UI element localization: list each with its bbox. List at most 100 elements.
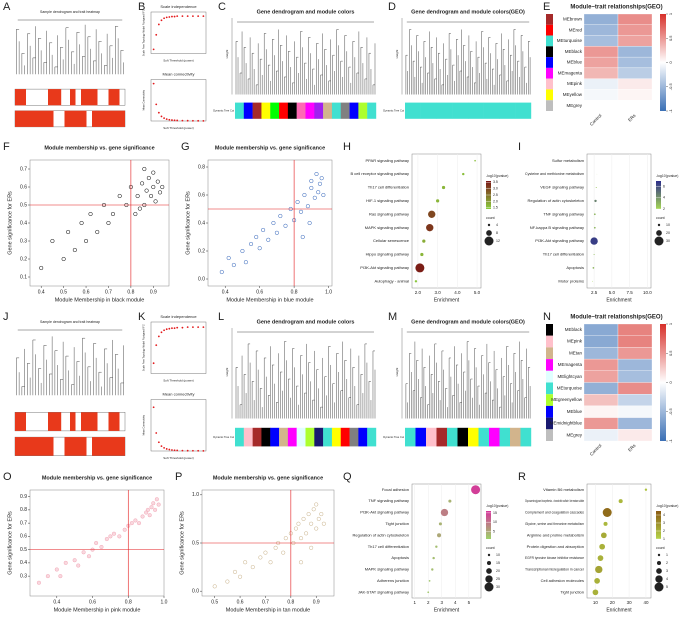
module-swatch — [546, 24, 553, 36]
x-tick-label: 1.0 — [325, 289, 332, 295]
trait-cell — [108, 89, 120, 106]
module-color — [520, 427, 532, 447]
module-color — [478, 427, 490, 447]
category-label: TNF signaling pathway — [368, 498, 409, 503]
panel-title: Sample dendrogram and trait heatmap — [40, 10, 100, 14]
row-label: MEgreenyellow — [551, 397, 583, 402]
panel-letter: K — [138, 311, 146, 323]
colorbar-tick-label: -1 — [668, 108, 673, 112]
y-tick-label: 0.0 — [192, 589, 199, 595]
x-tick-label: 3 — [441, 600, 444, 605]
module-swatch — [546, 14, 553, 25]
category-label: Arginine and proline metabolism — [527, 532, 585, 537]
point — [250, 565, 255, 570]
module-swatch — [546, 382, 553, 395]
point — [306, 512, 311, 517]
dot — [474, 159, 476, 162]
heat-cell — [617, 46, 653, 58]
dendrogram — [235, 21, 376, 95]
x-tick-label: 0.8 — [291, 289, 298, 295]
module-color — [243, 427, 253, 447]
dot — [603, 521, 608, 526]
point — [295, 199, 300, 205]
row-label: MEgrey — [566, 432, 582, 437]
heat-cell — [617, 429, 653, 442]
heat-cell — [583, 78, 619, 90]
point — [258, 555, 263, 560]
y-tick-label: 0.4 — [198, 220, 205, 226]
dendrogram — [405, 331, 531, 419]
x-tick-label: 0.6 — [256, 289, 263, 295]
y-tick-label: 0.6 — [20, 184, 27, 190]
module-color — [331, 427, 341, 447]
panel-title: Module−trait relationships(GEO) — [570, 5, 662, 11]
heat-cell — [617, 67, 653, 79]
plot-frame — [586, 153, 652, 289]
point — [160, 115, 163, 118]
point — [281, 550, 286, 555]
size-legend-label: 20 — [496, 569, 500, 573]
point — [298, 560, 304, 565]
dot — [448, 499, 452, 503]
size-legend-label: 10 — [496, 553, 500, 557]
panel-letter: F — [3, 141, 10, 153]
heat-cell — [617, 56, 653, 69]
point — [111, 531, 117, 536]
heat-cell — [583, 394, 619, 407]
point — [108, 534, 113, 539]
colorbar-tick-label: 1.5 — [493, 206, 498, 210]
panel-letter: J — [3, 311, 9, 323]
module-swatch — [546, 405, 553, 418]
colorbar-tick-label: 1 — [668, 322, 673, 325]
module-swatch — [546, 35, 553, 47]
dot — [594, 199, 597, 203]
strip-label: Dynamic Tree Cut — [383, 108, 404, 112]
dot — [441, 185, 446, 190]
point — [186, 449, 189, 452]
dot — [440, 508, 449, 517]
x-tick-label: 0.8 — [287, 599, 294, 605]
module-swatch — [546, 417, 553, 430]
point — [153, 199, 158, 204]
category-label: Glycosaminoglycan biosynthesis - chondro… — [525, 498, 584, 503]
strip-label: Dynamic Tree Cut — [383, 435, 404, 439]
row-label: MElightcyan — [557, 374, 582, 379]
heat-cell — [583, 370, 619, 383]
panel-title: Gene dendrogram and module colors(GEO) — [411, 319, 525, 325]
heat-cell — [617, 335, 653, 348]
point — [268, 560, 273, 565]
y-axis-label: Gene significance for ERs — [179, 511, 185, 575]
x-tick-label: 0.7 — [262, 599, 269, 605]
heat-cell — [583, 417, 619, 430]
legend-title: -log10(pvalue) — [486, 174, 508, 178]
x-tick-label: 2 — [427, 600, 430, 605]
category-label: Apoptosis — [566, 265, 584, 270]
point — [202, 449, 205, 452]
x-tick-label: 0.4 — [38, 289, 45, 295]
point — [314, 526, 319, 531]
module-color — [252, 427, 262, 447]
heat-cell — [617, 78, 653, 90]
point — [305, 204, 310, 209]
dot — [644, 488, 648, 491]
heat-cell — [583, 347, 619, 360]
x-tick-label: 5.0 — [474, 290, 481, 295]
point — [160, 445, 163, 448]
colorbar-tick-label: 4 — [663, 513, 665, 517]
module-color — [235, 102, 245, 119]
size-legend-label: 2 — [666, 561, 668, 565]
colorbar-tick-label: 2 — [663, 529, 665, 533]
size-legend-label: 4 — [496, 223, 498, 227]
heat-cell — [583, 67, 619, 79]
subplot-title: Scale independence — [160, 4, 197, 9]
point — [271, 220, 276, 226]
module-color — [367, 427, 377, 447]
dot — [594, 578, 600, 584]
x-tick-label: 4.0 — [454, 290, 461, 295]
size-legend-dot — [655, 575, 663, 583]
panel-letter: B — [138, 1, 145, 13]
point — [155, 432, 158, 434]
x-tick-label: 20 — [610, 600, 616, 605]
point — [153, 507, 158, 512]
point — [135, 193, 140, 199]
